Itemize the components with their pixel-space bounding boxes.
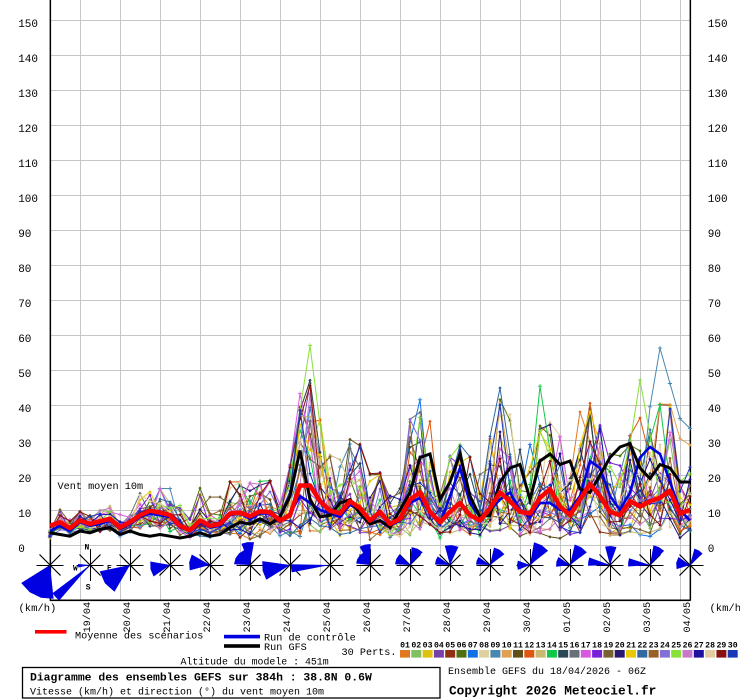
svg-text:W: W [73,565,78,574]
svg-text:08: 08 [479,642,489,651]
svg-text:Diagramme des ensembles GEFS s: Diagramme des ensembles GEFS sur 384h : … [30,673,372,685]
svg-text:19: 19 [603,642,613,651]
svg-text:19/04: 19/04 [82,602,94,633]
svg-text:110: 110 [708,159,728,171]
svg-text:Run GFS: Run GFS [264,643,307,654]
svg-text:06: 06 [457,642,467,651]
svg-text:(km/h): (km/h) [19,603,57,615]
svg-text:04/05: 04/05 [682,602,694,633]
svg-text:25: 25 [671,642,681,651]
svg-text:21/04: 21/04 [162,602,174,633]
svg-text:E: E [107,565,112,574]
svg-text:18: 18 [592,642,602,651]
svg-text:20: 20 [708,474,721,486]
svg-text:50: 50 [708,369,721,381]
svg-text:60: 60 [708,334,721,346]
svg-text:80: 80 [18,264,31,276]
svg-text:110: 110 [18,159,38,171]
svg-text:07: 07 [468,642,478,651]
svg-text:20: 20 [18,474,31,486]
svg-text:28/04: 28/04 [442,602,454,633]
svg-text:27: 27 [694,642,704,651]
svg-text:26/04: 26/04 [362,602,374,633]
svg-text:11: 11 [513,642,523,651]
svg-text:N: N [85,544,90,553]
svg-text:05: 05 [445,642,455,651]
svg-text:24: 24 [660,642,670,651]
svg-text:23/04: 23/04 [242,602,254,633]
svg-text:140: 140 [18,54,38,66]
svg-text:14: 14 [547,642,557,651]
svg-text:140: 140 [708,54,728,66]
svg-text:16: 16 [570,642,580,651]
svg-text:27/04: 27/04 [402,602,414,633]
svg-text:22/04: 22/04 [202,602,214,633]
svg-text:30: 30 [18,439,31,451]
svg-text:02/05: 02/05 [602,602,614,633]
svg-text:Run de contrôle: Run de contrôle [264,633,356,645]
svg-text:17: 17 [581,642,591,651]
svg-text:0: 0 [18,544,25,556]
svg-text:120: 120 [708,124,728,136]
svg-text:24/04: 24/04 [282,602,294,633]
svg-text:Copyright 2026 Meteociel.fr: Copyright 2026 Meteociel.fr [449,684,656,699]
svg-text:S: S [86,584,91,593]
svg-text:10: 10 [708,509,721,521]
svg-text:30: 30 [708,439,721,451]
svg-text:100: 100 [708,194,728,206]
svg-text:60: 60 [18,334,31,346]
svg-text:13: 13 [536,642,546,651]
svg-text:40: 40 [18,404,31,416]
svg-text:15: 15 [558,642,568,651]
svg-text:01/05: 01/05 [562,602,574,633]
svg-text:100: 100 [18,194,38,206]
svg-text:21: 21 [626,642,636,651]
svg-text:0: 0 [708,544,715,556]
svg-text:01: 01 [400,642,410,651]
svg-text:70: 70 [708,299,721,311]
svg-text:130: 130 [708,89,728,101]
svg-text:12: 12 [524,642,534,651]
svg-text:28: 28 [705,642,715,651]
svg-text:22: 22 [637,642,647,651]
svg-text:130: 130 [18,89,38,101]
svg-text:Altitude du modele : 451m: Altitude du modele : 451m [181,657,329,668]
svg-text:20/04: 20/04 [122,602,134,633]
svg-text:20: 20 [615,642,625,651]
svg-text:40: 40 [708,404,721,416]
svg-text:30 Perts.: 30 Perts. [342,648,397,659]
svg-text:26: 26 [683,642,693,651]
svg-text:03/05: 03/05 [642,602,654,633]
svg-text:150: 150 [18,19,38,31]
svg-text:25/04: 25/04 [322,602,334,633]
svg-text:150: 150 [708,19,728,31]
svg-text:04: 04 [434,642,444,651]
svg-text:03: 03 [423,642,433,651]
svg-text:29/04: 29/04 [482,602,494,633]
svg-text:02: 02 [411,642,421,651]
svg-text:23: 23 [649,642,659,651]
svg-text:90: 90 [708,229,721,241]
svg-text:80: 80 [708,264,721,276]
svg-text:Moyenne des scénarios: Moyenne des scénarios [75,631,203,643]
svg-text:70: 70 [18,299,31,311]
svg-text:10: 10 [502,642,512,651]
svg-text:120: 120 [18,124,38,136]
svg-text:29: 29 [716,642,726,651]
svg-text:50: 50 [18,369,31,381]
svg-text:09: 09 [490,642,500,651]
svg-text:10: 10 [18,509,31,521]
svg-text:Ensemble GEFS du 18/04/2026 -: Ensemble GEFS du 18/04/2026 - 06Z [448,666,646,678]
svg-text:90: 90 [18,229,31,241]
svg-text:30/04: 30/04 [522,602,534,633]
svg-text:Vent moyen 10m: Vent moyen 10m [58,482,144,493]
svg-text:30: 30 [728,642,738,651]
svg-text:Vitesse (km/h) et direction (°: Vitesse (km/h) et direction (°) du vent … [30,687,324,699]
svg-text:(km/h): (km/h) [710,603,740,615]
